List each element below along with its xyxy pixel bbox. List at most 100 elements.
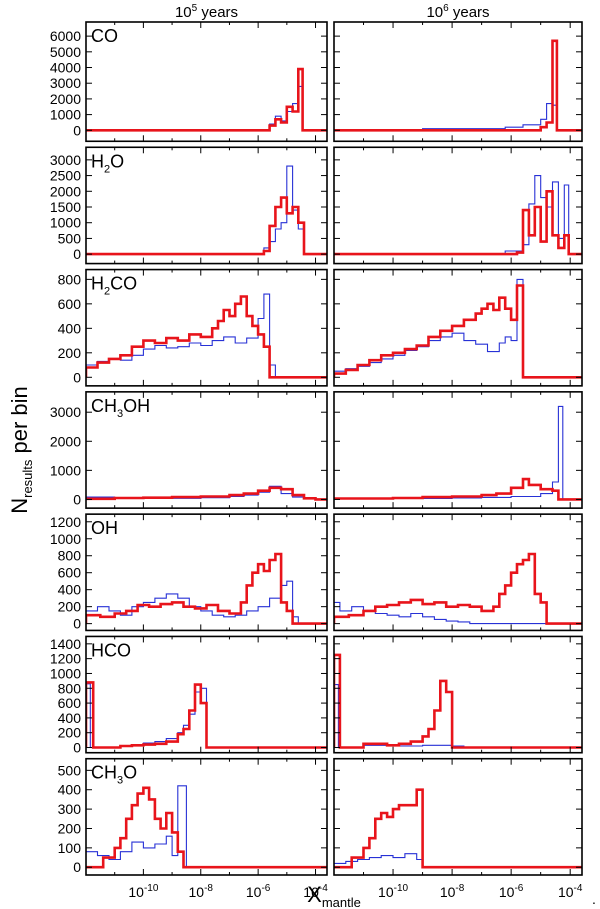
panel-frame	[333, 21, 583, 143]
series-blue-row1-col1	[86, 85, 327, 131]
panel-row6-col2	[333, 635, 583, 754]
x-tick-label: 10-4	[558, 883, 583, 900]
series-red-row4-col2	[334, 477, 582, 501]
x-tick-label: 10-8	[189, 883, 214, 900]
series-blue-row2-col1	[86, 165, 327, 255]
species-label: CH3OH	[91, 396, 150, 420]
y-tick-label: 3000	[50, 152, 81, 168]
y-tick-label: 0	[73, 616, 81, 632]
species-label: CO	[91, 26, 118, 46]
panel-frame	[333, 757, 583, 876]
y-tick-label: 400	[58, 582, 82, 598]
y-tick-label: 1000	[50, 107, 81, 123]
panel-frame	[333, 146, 583, 265]
y-tick-label: 400	[58, 782, 82, 798]
y-tick-label: 0	[73, 369, 81, 385]
y-tick-label: 2000	[50, 91, 81, 107]
panel-row1-col2	[333, 21, 583, 143]
y-tick-label: 1200	[50, 651, 81, 667]
y-tick-label: 0	[73, 859, 81, 875]
y-tick-label: 1000	[50, 462, 81, 478]
y-tick-label: 600	[58, 296, 82, 312]
y-tick-label: 1500	[50, 199, 81, 215]
panel-row5-col2	[333, 513, 583, 632]
series-blue-row1-col2	[334, 103, 582, 131]
panel-row7-col2: 10-10 10-8 10-6 10-4	[333, 757, 583, 900]
x-tick-label: 10-8	[440, 883, 465, 900]
y-tick-label: 400	[58, 710, 82, 726]
series-blue-row5-col1	[86, 580, 327, 625]
series-blue-row6-col2	[334, 684, 582, 749]
y-tick-label: 0	[73, 491, 81, 507]
series-red-row6-col1	[86, 681, 327, 749]
column-title-1: 105 years	[175, 3, 238, 21]
y-tick-label: 800	[58, 680, 82, 696]
y-tick-label: 500	[58, 230, 82, 246]
panel-row4-col2	[333, 391, 583, 509]
y-tick-label: 200	[58, 345, 82, 361]
y-tick-label: 200	[58, 599, 82, 615]
y-tick-label: 1200	[50, 514, 81, 530]
x-tick-label: 10-10	[128, 883, 158, 900]
series-red-row5-col1	[86, 552, 327, 625]
series-red-row3-col2	[334, 284, 582, 379]
panel-frame	[333, 635, 583, 754]
series-red-row7-col1	[86, 786, 327, 869]
series-red-row2-col1	[86, 196, 327, 256]
y-tick-label: 2500	[50, 168, 81, 184]
y-tick-label: 800	[58, 548, 82, 564]
y-tick-label: 600	[58, 695, 82, 711]
series-red-row2-col2	[334, 190, 582, 256]
y-tick-label: 3000	[50, 404, 81, 420]
y-tick-label: 300	[58, 801, 82, 817]
species-label: H2O	[91, 151, 124, 175]
column-title-2: 106 years	[426, 3, 489, 21]
species-label: CH3O	[91, 763, 137, 787]
y-tick-label: 400	[58, 320, 82, 336]
y-tick-label: 1400	[50, 636, 81, 652]
series-red-row3-col1	[86, 295, 327, 379]
panel-row7-col1: 0 100 200 300 400 500 10-10 10-8 10-6 10-4 CH3O	[58, 757, 328, 900]
panel-row4-col1: 0 1000 2000 3000 CH3OH	[50, 391, 328, 509]
x-tick-label: 10-10	[378, 883, 408, 900]
y-tick-label: 200	[58, 820, 82, 836]
series-red-row1-col1	[86, 67, 327, 132]
panel-row2-col2	[333, 146, 583, 265]
series-blue-row5-col2	[334, 601, 582, 625]
y-tick-label: 200	[58, 725, 82, 741]
y-tick-label: 600	[58, 565, 82, 581]
y-tick-label: 800	[58, 271, 82, 287]
series-blue-row3-col2	[334, 278, 582, 378]
panel-row3-col1: 0 200 400 600 800 H2CO	[58, 268, 328, 387]
panel-frame	[85, 757, 328, 876]
panel-frame	[85, 21, 328, 143]
y-tick-label: 1000	[50, 531, 81, 547]
series-blue-row7-col2	[334, 853, 582, 868]
y-tick-label: 0	[73, 740, 81, 756]
series-blue-row4-col2	[334, 405, 582, 500]
x-tick-label: 10-6	[246, 883, 271, 900]
panel-frame	[333, 391, 583, 509]
y-tick-label: 1000	[50, 665, 81, 681]
y-tick-label: 500	[58, 762, 82, 778]
y-tick-label: 3000	[50, 75, 81, 91]
y-tick-label: 100	[58, 840, 82, 856]
series-red-row4-col1	[86, 486, 327, 501]
panel-frame	[85, 146, 328, 265]
x-tick-label: 10-4	[303, 883, 328, 900]
y-tick-label: 4000	[50, 60, 81, 76]
y-tick-label: 1000	[50, 215, 81, 231]
y-tick-label: 0	[73, 122, 81, 138]
species-label: H2CO	[91, 274, 137, 298]
trailing-period: .	[592, 891, 596, 907]
series-red-row1-col2	[334, 39, 582, 132]
series-red-row7-col2	[334, 788, 582, 869]
y-tick-label: 6000	[50, 28, 81, 44]
species-label: HCO	[91, 640, 131, 660]
panel-row3-col2	[333, 268, 583, 387]
